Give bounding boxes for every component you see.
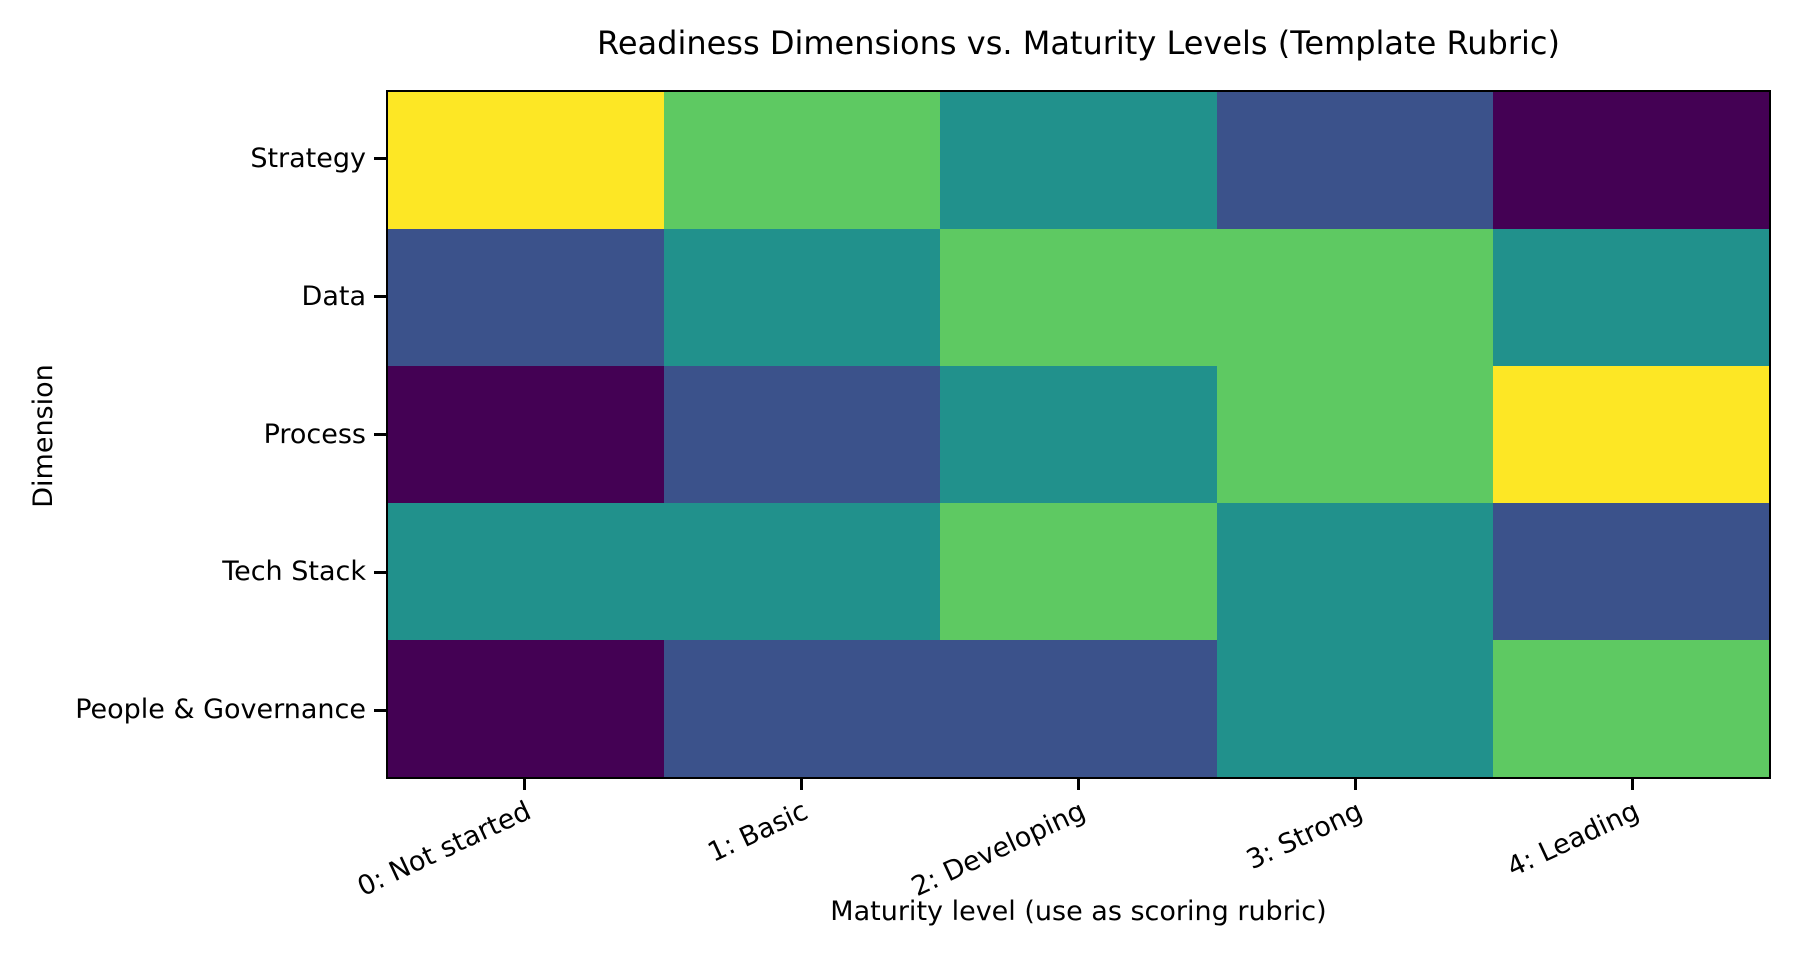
x-tick-mark: [1077, 779, 1080, 790]
heatmap-cell: [1492, 366, 1769, 503]
heatmap-cell: [664, 229, 941, 366]
y-tick-label: Data: [301, 280, 366, 312]
x-tick-label: 4: Leading: [1502, 795, 1644, 884]
heatmap-cell: [664, 366, 941, 503]
heatmap-cell: [1492, 640, 1769, 777]
x-tick-label: 3: Strong: [1241, 795, 1367, 876]
x-axis-label: Maturity level (use as scoring rubric): [830, 896, 1327, 927]
y-tick-mark: [374, 570, 386, 574]
y-tick-mark: [374, 157, 386, 161]
heatmap-cell: [1216, 229, 1493, 366]
heatmap-cell: [940, 366, 1217, 503]
heatmap-cell: [940, 503, 1217, 640]
y-axis-label: Dimension: [28, 364, 59, 508]
heatmap-cell: [1492, 92, 1769, 229]
y-tick-label: People & Governance: [75, 694, 366, 726]
heatmap-cell: [1216, 366, 1493, 503]
y-tick-label: Process: [263, 418, 366, 450]
y-tick-label: Tech Stack: [222, 556, 366, 588]
heatmap-cell: [664, 92, 941, 229]
y-tick-mark: [374, 708, 386, 712]
heatmap-cell: [388, 229, 665, 366]
heatmap-cell: [940, 640, 1217, 777]
chart-title: Readiness Dimensions vs. Maturity Levels…: [597, 24, 1560, 62]
heatmap-cell: [664, 640, 941, 777]
heatmap-cell: [1492, 503, 1769, 640]
x-tick-mark: [1354, 779, 1357, 790]
heatmap-cell: [664, 503, 941, 640]
heatmap-cell: [1216, 640, 1493, 777]
heatmap-cell: [1216, 92, 1493, 229]
y-tick-mark: [374, 295, 386, 299]
x-tick-label: 2: Developing: [906, 795, 1090, 903]
x-tick-mark: [523, 779, 526, 790]
heatmap-cell: [1216, 503, 1493, 640]
heatmap-cell: [388, 366, 665, 503]
heatmap-cell: [940, 92, 1217, 229]
x-tick-label: 1: Basic: [703, 795, 813, 869]
x-tick-mark: [1631, 779, 1634, 790]
y-tick-mark: [374, 433, 386, 436]
heatmap-cell: [1492, 229, 1769, 366]
heatmap-cell: [388, 92, 665, 229]
heatmap-cell: [388, 640, 665, 777]
y-tick-label: Strategy: [250, 142, 366, 174]
heatmap-cell: [388, 503, 665, 640]
heatmap-cell: [940, 229, 1217, 366]
x-tick-label: 0: Not started: [352, 795, 536, 903]
heatmap-plot: [386, 90, 1771, 779]
x-tick-mark: [800, 779, 803, 790]
